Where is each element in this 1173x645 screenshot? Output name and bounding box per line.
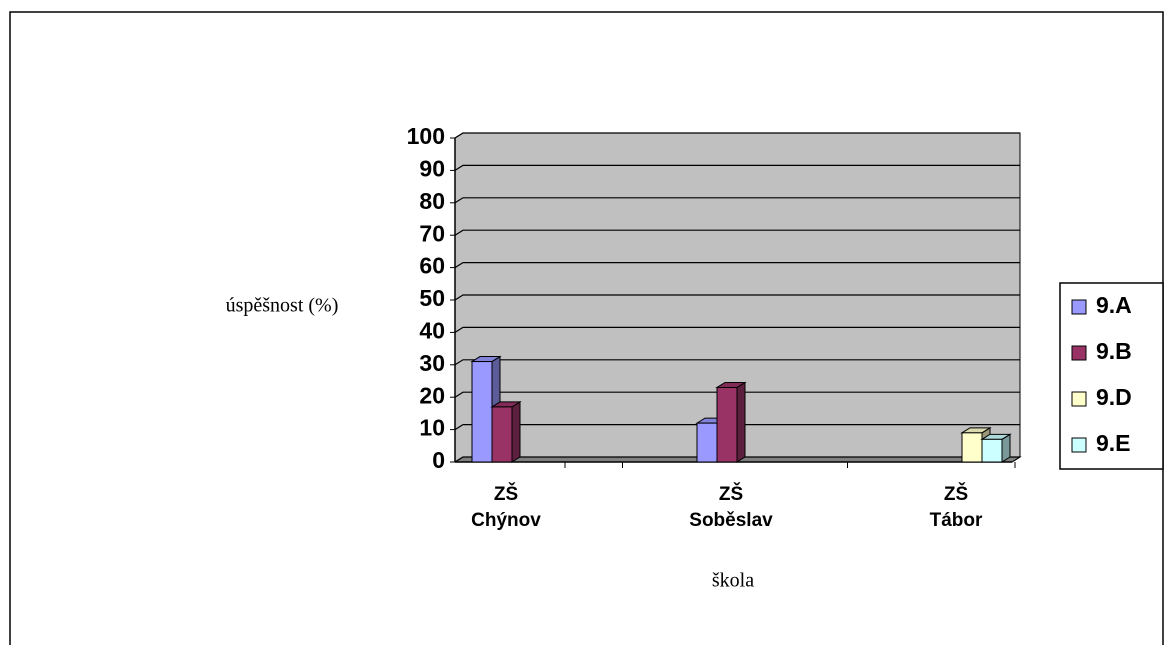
- legend-label: 9.E: [1096, 430, 1131, 456]
- y-axis-title: úspěšnost (%): [226, 295, 339, 317]
- y-tick-label: 100: [407, 123, 445, 149]
- grid-line: [454, 229, 1020, 236]
- bar-front: [491, 406, 513, 463]
- grid-line: [454, 424, 1020, 431]
- bar-side: [736, 381, 746, 463]
- y-tick-label: 60: [419, 253, 445, 279]
- grid-line: [454, 326, 1020, 333]
- legend-swatch: [1071, 391, 1087, 407]
- legend-label: 9.B: [1096, 338, 1132, 364]
- legend-label: 9.D: [1096, 384, 1132, 410]
- bar-front: [471, 361, 493, 463]
- y-tick-label: 20: [419, 382, 445, 408]
- bar: [715, 381, 747, 463]
- bar-front: [716, 386, 738, 463]
- bar: [980, 433, 1012, 463]
- legend-label: 9.A: [1096, 292, 1132, 318]
- grid-line: [454, 456, 1020, 463]
- x-axis-title: škola: [712, 570, 754, 592]
- legend-swatch: [1071, 299, 1087, 315]
- bar-side: [511, 401, 521, 463]
- bar-front: [696, 422, 718, 463]
- x-tick-label-line: Tábor: [930, 510, 983, 531]
- x-tick-label-line: ZŠ: [719, 483, 743, 505]
- grid-line: [454, 197, 1020, 204]
- y-tick-label: 70: [419, 220, 445, 246]
- y-tick-label: 0: [432, 447, 445, 473]
- x-tick-label: ZŠ Tábor: [930, 483, 983, 531]
- grid-line: [454, 359, 1020, 366]
- y-tick-label: 90: [419, 155, 445, 181]
- bar-front: [981, 438, 1003, 463]
- y-tick-label: 30: [419, 350, 445, 376]
- x-tick-label-line: Chýnov: [471, 510, 541, 531]
- bar-front: [961, 432, 983, 463]
- grid-line: [454, 391, 1020, 398]
- x-tick-label: ZŠ Soběslav: [689, 483, 773, 531]
- x-tick-label: ZŠ Chýnov: [471, 483, 541, 531]
- y-tick-label: 10: [419, 415, 445, 441]
- legend-swatch: [1071, 345, 1087, 361]
- x-tick-label-line: Soběslav: [689, 510, 773, 531]
- grid-line: [454, 262, 1020, 269]
- x-tick-label-line: ZŠ: [944, 483, 968, 505]
- bar: [490, 401, 522, 463]
- grid-line: [454, 164, 1020, 171]
- y-tick-label: 40: [419, 317, 445, 343]
- legend-swatch: [1071, 437, 1087, 453]
- y-tick-label: 80: [419, 188, 445, 214]
- x-tick-label-line: ZŠ: [494, 483, 518, 505]
- grid-line: [454, 132, 1020, 139]
- grid-line: [454, 294, 1020, 301]
- y-tick-label: 50: [419, 285, 445, 311]
